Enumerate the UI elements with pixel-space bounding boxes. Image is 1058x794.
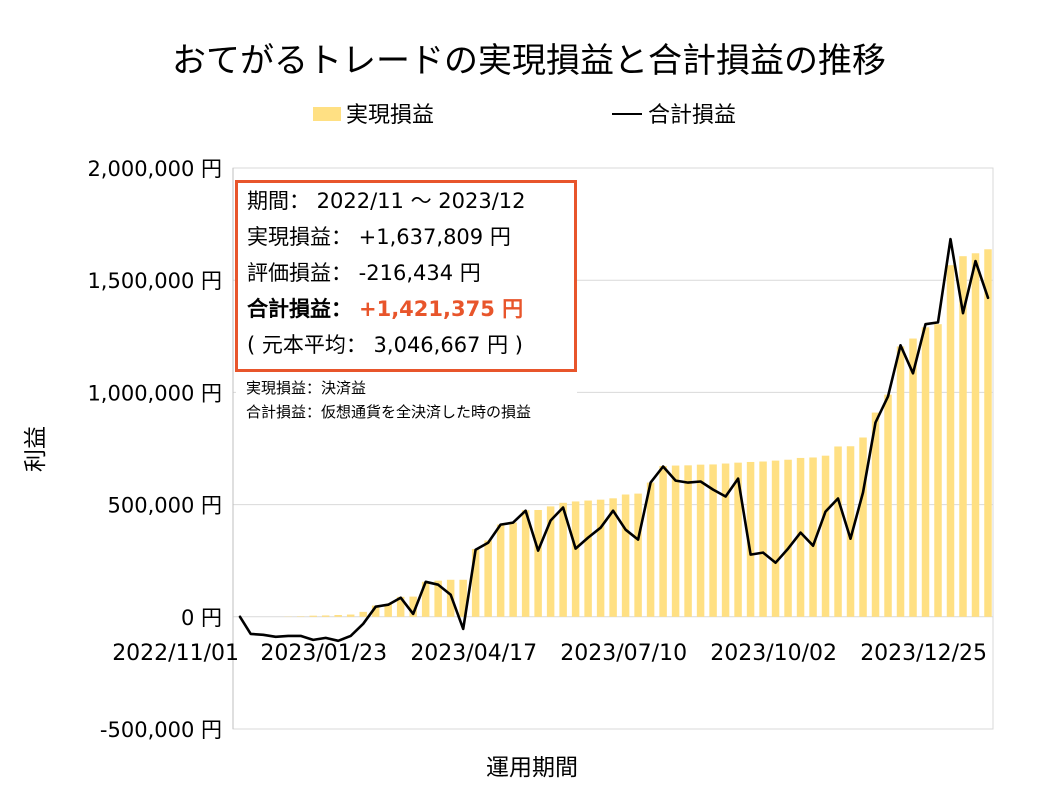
x-tick-label: 2023/10/02 bbox=[710, 641, 837, 666]
bar-realized bbox=[346, 614, 355, 617]
bar-realized bbox=[871, 412, 880, 617]
bar-realized bbox=[434, 580, 442, 617]
bar-realized bbox=[634, 493, 642, 617]
bar-realized bbox=[396, 596, 405, 617]
legend-label-realized: 実現損益 bbox=[346, 103, 434, 128]
bar-realized bbox=[709, 464, 717, 617]
y-tick-label: 0 円 bbox=[181, 606, 222, 630]
bar-realized bbox=[934, 324, 942, 617]
bar-realized bbox=[896, 346, 905, 617]
chart-title: おてがるトレードの実現損益と合計損益の推移 bbox=[172, 41, 886, 81]
bar-realized bbox=[784, 459, 792, 617]
bar-realized bbox=[534, 509, 542, 617]
total-pnl-value: +1,421,375 円 bbox=[359, 297, 524, 321]
y-axis-title: 利益 bbox=[23, 426, 49, 472]
bar-realized bbox=[821, 455, 830, 617]
note-realized: 実現損益：決済益 bbox=[246, 379, 367, 397]
bar-realized bbox=[484, 540, 492, 617]
bar-realized bbox=[884, 394, 892, 617]
bar-realized bbox=[834, 446, 842, 617]
bar-realized bbox=[759, 461, 767, 617]
total-pnl-line: 合計損益： +1,421,375 円 bbox=[247, 291, 574, 327]
y-axis-tick-labels: 2,000,000 円 1,500,000 円 1,000,000 円 500,000… bbox=[87, 157, 222, 742]
bar-realized bbox=[946, 265, 955, 617]
bar-realized bbox=[659, 466, 667, 617]
legend-label-total: 合計損益 bbox=[648, 103, 736, 128]
period-line: 期間： 2022/11 ～ 2023/12 bbox=[247, 189, 526, 213]
bar-realized bbox=[646, 482, 655, 617]
x-tick-label: 2023/04/17 bbox=[410, 641, 537, 666]
legend: 実現損益 合計損益 bbox=[313, 103, 736, 128]
bar-realized bbox=[321, 615, 330, 617]
realized-pnl-line: 実現損益： +1,637,809 円 bbox=[247, 225, 511, 249]
principal-average-line: ( 元本平均： 3,046,667 円 ) bbox=[247, 333, 523, 357]
bar-realized bbox=[559, 502, 567, 617]
bar-realized bbox=[384, 604, 392, 617]
bar-realized bbox=[371, 605, 380, 617]
bar-realized bbox=[809, 457, 817, 617]
bar-realized bbox=[571, 501, 580, 617]
x-tick-label: 2023/12/25 bbox=[860, 641, 987, 666]
bar-realized bbox=[459, 579, 467, 617]
bar-realized bbox=[696, 464, 705, 617]
bar-realized bbox=[584, 500, 592, 617]
y-tick-label: 2,000,000 円 bbox=[87, 157, 222, 181]
bar-realized bbox=[859, 437, 867, 617]
bar-realized bbox=[671, 465, 680, 617]
bar-realized bbox=[959, 256, 967, 617]
x-axis-tick-labels: 2022/11/01 2023/01/23 2023/04/17 2023/07/10… bbox=[112, 641, 987, 666]
total-pnl-label: 合計損益： bbox=[247, 297, 352, 321]
legend-swatch-realized bbox=[313, 107, 341, 121]
bar-realized bbox=[684, 465, 692, 617]
bar-realized bbox=[609, 498, 617, 617]
unrealized-pnl-line: 評価損益： -216,434 円 bbox=[247, 261, 481, 285]
bar-realized bbox=[796, 457, 805, 617]
bar-realized bbox=[734, 462, 742, 617]
bar-realized bbox=[621, 494, 630, 617]
summary-box: 期間： 2022/11 ～ 2023/12 実現損益： +1,637,809 円… bbox=[235, 180, 577, 372]
bar-realized bbox=[771, 460, 780, 617]
bar-realized bbox=[421, 581, 430, 617]
x-tick-label: 2022/11/01 bbox=[112, 641, 239, 666]
bar-realized bbox=[921, 327, 930, 617]
bar-realized bbox=[596, 499, 605, 617]
y-tick-label: 500,000 円 bbox=[107, 494, 222, 518]
bar-realized bbox=[471, 549, 480, 617]
bar-realized bbox=[309, 615, 317, 617]
x-axis-title: 運用期間 bbox=[486, 755, 578, 781]
bar-realized bbox=[546, 506, 555, 617]
bar-realized bbox=[909, 338, 917, 617]
note-total: 合計損益：仮想通貨を全決済した時の損益 bbox=[246, 403, 532, 421]
y-tick-label: 1,000,000 円 bbox=[87, 381, 222, 405]
bar-realized bbox=[984, 249, 992, 617]
line-total-layer bbox=[238, 237, 990, 643]
notes: 実現損益：決済益 合計損益：仮想通貨を全決済した時の損益 bbox=[236, 376, 577, 428]
bar-realized bbox=[409, 596, 417, 617]
y-tick-label: -500,000 円 bbox=[100, 718, 222, 742]
bar-realized bbox=[496, 524, 505, 617]
bar-realized bbox=[509, 522, 517, 617]
x-tick-label: 2023/01/23 bbox=[260, 641, 387, 666]
x-tick-label: 2023/07/10 bbox=[560, 641, 687, 666]
bar-realized bbox=[971, 253, 980, 617]
bar-realized bbox=[746, 461, 755, 617]
bar-realized bbox=[334, 615, 342, 617]
bar-realized bbox=[846, 446, 855, 617]
bar-realized bbox=[359, 611, 367, 617]
bar-realized bbox=[721, 463, 730, 617]
y-tick-label: 1,500,000 円 bbox=[87, 269, 222, 293]
bar-realized bbox=[521, 510, 530, 617]
series-line-total bbox=[238, 237, 990, 643]
